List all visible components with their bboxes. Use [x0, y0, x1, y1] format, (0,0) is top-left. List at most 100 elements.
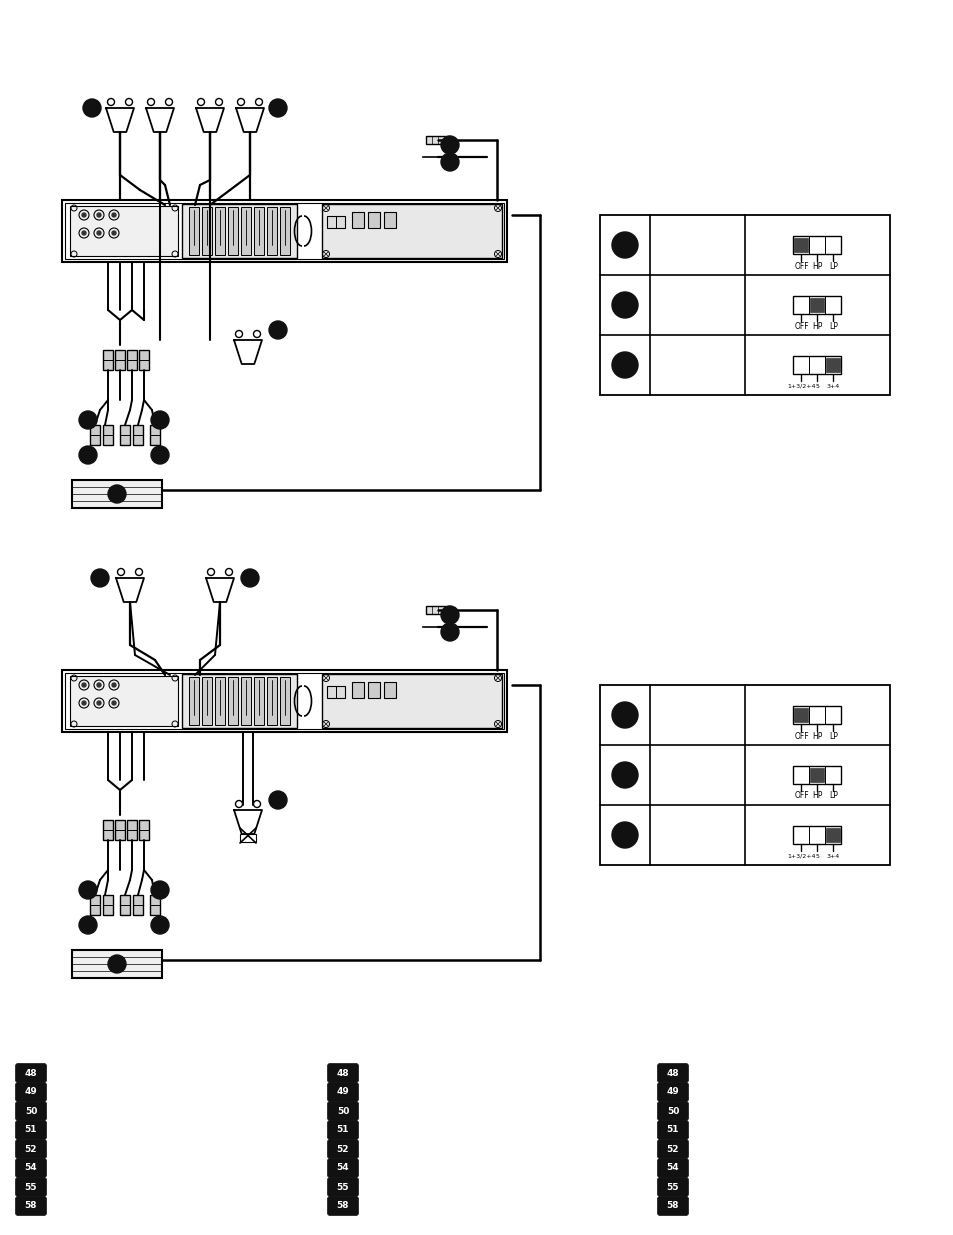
Circle shape — [241, 569, 258, 587]
Bar — [253, 677, 264, 725]
Bar — [228, 677, 237, 725]
Bar — [228, 207, 237, 254]
Bar — [240, 834, 255, 842]
Bar — [352, 212, 364, 228]
Bar — [253, 207, 264, 254]
Circle shape — [79, 881, 97, 899]
FancyBboxPatch shape — [327, 1063, 358, 1083]
FancyBboxPatch shape — [15, 1083, 47, 1102]
Bar — [65, 203, 503, 259]
Bar — [793, 766, 841, 784]
Text: 54: 54 — [336, 1163, 349, 1172]
Bar — [127, 820, 137, 840]
Text: 52: 52 — [666, 1145, 679, 1153]
Bar — [241, 677, 251, 725]
FancyBboxPatch shape — [657, 1102, 688, 1120]
Bar — [103, 895, 112, 915]
Circle shape — [440, 606, 458, 624]
Bar — [189, 207, 199, 254]
Text: LP: LP — [828, 792, 837, 800]
Bar — [103, 350, 112, 370]
Bar — [103, 820, 112, 840]
Bar — [794, 238, 807, 252]
FancyBboxPatch shape — [657, 1140, 688, 1158]
Circle shape — [151, 881, 169, 899]
Text: HP: HP — [811, 321, 821, 331]
Circle shape — [151, 446, 169, 464]
Text: OFF: OFF — [793, 321, 808, 331]
Bar — [70, 206, 178, 256]
Circle shape — [97, 212, 101, 217]
Bar — [65, 673, 503, 729]
Bar — [241, 207, 251, 254]
Bar — [825, 827, 840, 842]
Bar — [202, 677, 212, 725]
Bar — [280, 677, 290, 725]
Text: 3+4: 3+4 — [826, 853, 840, 858]
Bar — [115, 350, 125, 370]
FancyBboxPatch shape — [15, 1177, 47, 1197]
FancyBboxPatch shape — [327, 1197, 358, 1215]
Circle shape — [440, 136, 458, 154]
Text: 1+3/2+4: 1+3/2+4 — [786, 853, 815, 858]
Text: 48: 48 — [336, 1068, 349, 1077]
Circle shape — [82, 212, 86, 217]
Circle shape — [269, 790, 287, 809]
Bar — [214, 207, 225, 254]
FancyBboxPatch shape — [15, 1140, 47, 1158]
FancyBboxPatch shape — [327, 1120, 358, 1140]
Circle shape — [612, 762, 638, 788]
Text: 50: 50 — [336, 1107, 349, 1115]
Bar — [132, 425, 143, 445]
Bar — [793, 706, 841, 724]
Circle shape — [79, 916, 97, 934]
Text: 49: 49 — [25, 1088, 37, 1097]
Text: 50: 50 — [25, 1107, 37, 1115]
Bar — [139, 820, 149, 840]
Text: 49: 49 — [336, 1088, 349, 1097]
Circle shape — [82, 701, 86, 705]
Text: 1+3/2+4: 1+3/2+4 — [786, 384, 815, 389]
Text: HP: HP — [811, 792, 821, 800]
Text: 51: 51 — [336, 1125, 349, 1135]
Bar — [384, 682, 395, 698]
Text: 54: 54 — [666, 1163, 679, 1172]
Circle shape — [82, 231, 86, 235]
Circle shape — [612, 291, 638, 317]
Circle shape — [83, 99, 101, 117]
FancyBboxPatch shape — [327, 1102, 358, 1120]
FancyBboxPatch shape — [15, 1063, 47, 1083]
Bar — [794, 708, 807, 722]
Circle shape — [151, 411, 169, 429]
Bar — [267, 207, 276, 254]
Text: 55: 55 — [336, 1182, 349, 1192]
Bar — [182, 204, 296, 258]
Circle shape — [82, 683, 86, 687]
FancyBboxPatch shape — [657, 1083, 688, 1102]
Bar — [793, 296, 841, 314]
Text: HP: HP — [811, 262, 821, 270]
Text: 3+4: 3+4 — [826, 384, 840, 389]
Circle shape — [612, 823, 638, 848]
Circle shape — [440, 622, 458, 641]
Bar — [115, 820, 125, 840]
Circle shape — [112, 683, 116, 687]
Circle shape — [612, 701, 638, 727]
Bar — [150, 895, 160, 915]
Text: 51: 51 — [25, 1125, 37, 1135]
Text: 52: 52 — [25, 1145, 37, 1153]
FancyBboxPatch shape — [327, 1083, 358, 1102]
Text: LP: LP — [828, 262, 837, 270]
Circle shape — [112, 231, 116, 235]
Bar — [71, 950, 162, 978]
Bar — [352, 682, 364, 698]
Circle shape — [269, 99, 287, 117]
Circle shape — [112, 701, 116, 705]
Circle shape — [112, 212, 116, 217]
Text: 58: 58 — [666, 1202, 679, 1210]
Bar — [825, 358, 840, 372]
Bar — [384, 212, 395, 228]
Bar — [202, 207, 212, 254]
Bar — [810, 298, 823, 312]
Text: 54: 54 — [25, 1163, 37, 1172]
